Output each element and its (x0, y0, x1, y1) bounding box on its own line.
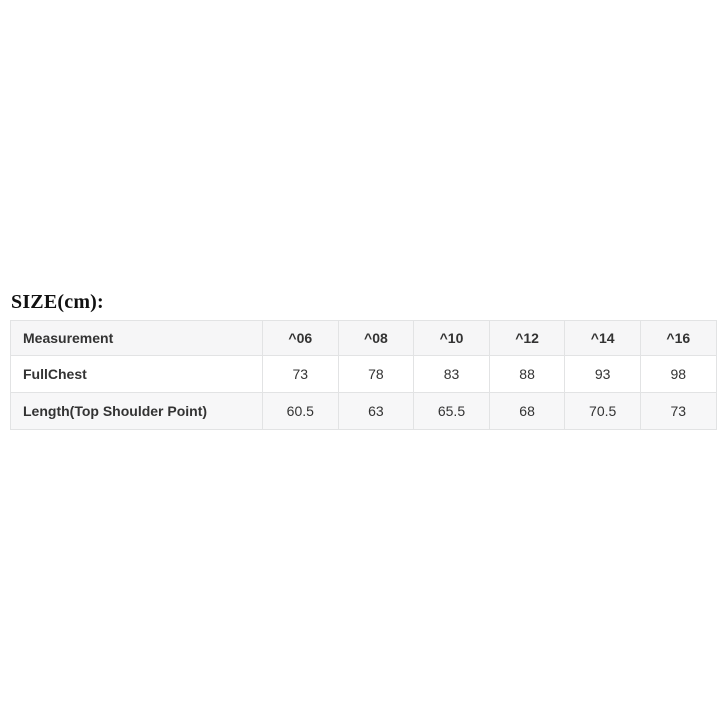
cell-length-06: 60.5 (262, 392, 339, 430)
cell-length-08: 63 (337, 392, 415, 430)
cell-fullchest-12: 88 (488, 355, 566, 393)
cell-fullchest-08: 78 (337, 355, 415, 393)
cell-fullchest-16: 98 (639, 355, 717, 393)
size-heading: SIZE(cm): (11, 291, 104, 313)
size-chart-section: SIZE(cm): Measurement ^06 ^08 ^10 ^12 ^1… (10, 291, 717, 430)
table-header-row: Measurement ^06 ^08 ^10 ^12 ^14 ^16 (10, 320, 717, 356)
column-header-measurement: Measurement (10, 320, 263, 356)
cell-length-10: 65.5 (413, 392, 490, 430)
cell-length-14: 70.5 (564, 392, 641, 430)
column-header-size-14: ^14 (564, 320, 641, 356)
size-table: Measurement ^06 ^08 ^10 ^12 ^14 ^16 Full… (10, 320, 717, 430)
column-header-size-08: ^08 (337, 320, 415, 356)
cell-fullchest-10: 83 (413, 355, 490, 393)
row-label-length: Length(Top Shoulder Point) (10, 392, 263, 430)
column-header-size-16: ^16 (639, 320, 717, 356)
column-header-size-12: ^12 (488, 320, 566, 356)
cell-length-16: 73 (639, 392, 717, 430)
cell-fullchest-06: 73 (262, 355, 339, 393)
column-header-size-10: ^10 (413, 320, 490, 356)
table-row-length: Length(Top Shoulder Point) 60.5 63 65.5 … (10, 392, 717, 430)
row-label-fullchest: FullChest (10, 355, 263, 393)
cell-fullchest-14: 93 (564, 355, 641, 393)
cell-length-12: 68 (488, 392, 566, 430)
column-header-size-06: ^06 (262, 320, 339, 356)
table-row-fullchest: FullChest 73 78 83 88 93 98 (10, 355, 717, 393)
